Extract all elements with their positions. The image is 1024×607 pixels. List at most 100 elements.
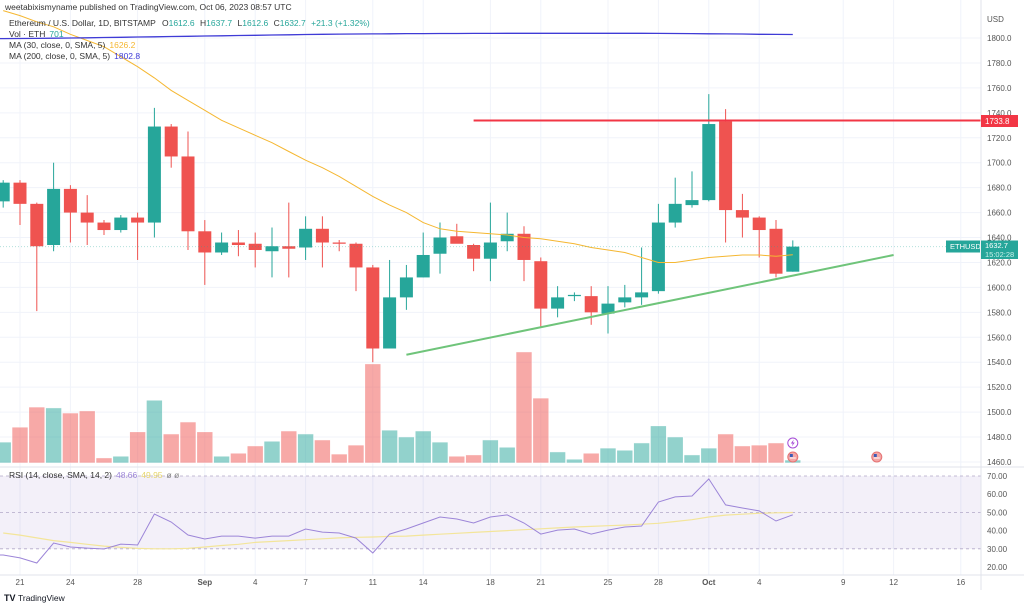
- candle-body: [433, 237, 447, 254]
- candle-body: [131, 217, 145, 223]
- candle: [483, 202, 497, 282]
- volume-bar: [767, 442, 785, 464]
- candle: [517, 226, 531, 282]
- last-price-value: 1632.7: [985, 241, 1008, 250]
- rsi-tick-label: 70.00: [987, 472, 1008, 481]
- rsi-legend[interactable]: RSI (14, close, SMA, 14, 2) 48.66 49.95 ø ø: [9, 470, 179, 480]
- volume-bar: [532, 397, 550, 464]
- candle: [618, 284, 632, 308]
- rsi-pane: [0, 475, 981, 564]
- volume-bar: [213, 455, 230, 464]
- us-flag-icon[interactable]: [871, 451, 883, 463]
- candle-body: [651, 222, 665, 292]
- candle-body: [702, 124, 716, 201]
- price-tick-label: 1760.0: [987, 84, 1012, 93]
- published-note: weetabixismyname published on TradingVie…: [4, 2, 292, 12]
- candle-body: [769, 228, 783, 274]
- candle-body: [752, 217, 766, 231]
- candle-body: [500, 233, 514, 242]
- rsi-axis[interactable]: 70.00 60.00 50.00 40.00 30.00 20.00: [987, 472, 1008, 572]
- candle-body: [483, 242, 497, 259]
- rsi-band: [0, 476, 981, 549]
- ma-long-legend[interactable]: MA (200, close, 0, SMA, 5) 1802.8: [9, 51, 140, 61]
- candle-body: [147, 126, 161, 223]
- price-tick-label: 1740.0: [987, 109, 1012, 118]
- volume-bar: [566, 458, 583, 464]
- close-value: 1632.7: [280, 18, 306, 28]
- events[interactable]: [787, 437, 883, 463]
- time-tick-label: 4: [757, 578, 762, 587]
- candle-body: [181, 156, 195, 232]
- price-tick-label: 1580.0: [987, 308, 1012, 317]
- candle-body: [399, 277, 413, 298]
- candle: [534, 257, 548, 328]
- price-tick-label: 1560.0: [987, 333, 1012, 342]
- candle: [114, 215, 128, 233]
- candle-body: [63, 188, 77, 213]
- candle-body: [467, 245, 481, 259]
- candle-body: [567, 294, 581, 297]
- lightning-icon[interactable]: [787, 437, 799, 449]
- ma-short-legend[interactable]: MA (30, close, 0, SMA, 5) 1626.2: [9, 40, 136, 50]
- price-tick-label: 1720.0: [987, 134, 1012, 143]
- candle: [349, 242, 363, 292]
- rsi-tick-label: 50.00: [987, 508, 1008, 517]
- price-tick-label: 1520.0: [987, 383, 1012, 392]
- candle-body: [366, 267, 380, 349]
- ma-short-line: [3, 10, 793, 263]
- volume-legend[interactable]: Vol · ETH 701: [9, 29, 64, 39]
- volume-bar: [347, 444, 365, 464]
- ma-long-value: 1802.8: [114, 51, 140, 61]
- volume-bar: [498, 446, 516, 464]
- candle-body: [450, 236, 464, 244]
- volume-bar: [549, 451, 566, 464]
- us-flag-icon[interactable]: [787, 451, 799, 463]
- candle-body: [668, 203, 682, 223]
- candle: [366, 264, 380, 363]
- open-value: 1612.6: [169, 18, 195, 28]
- volume-bar: [62, 412, 79, 464]
- ma-long-label: MA (200, close, 0, SMA, 5): [9, 51, 110, 61]
- time-axis[interactable]: 21 24 28 Sep 4 7 11 14 18 21 25 28 Oct 4 9 12 16: [16, 578, 966, 587]
- candle: [685, 171, 699, 208]
- time-tick-label: 25: [604, 578, 613, 587]
- currency-label: USD: [987, 15, 1004, 24]
- volume-bar: [633, 442, 650, 464]
- candle: [500, 212, 514, 252]
- volume-bar: [734, 445, 751, 464]
- symbol-legend[interactable]: Ethereum / U.S. Dollar, 1D, BITSTAMP O16…: [9, 18, 370, 28]
- time-tick-label: 14: [419, 578, 428, 587]
- candle: [752, 216, 766, 258]
- candle: [181, 131, 195, 250]
- tradingview-logo[interactable]: TV TradingView: [4, 593, 66, 603]
- volume-label: Vol · ETH: [9, 29, 45, 39]
- volume-bar: [28, 406, 46, 464]
- volume-value: 701: [49, 29, 63, 39]
- volume-bar: [414, 430, 432, 464]
- volume-bar: [0, 441, 12, 464]
- volume-bar: [78, 410, 96, 464]
- candle-body: [685, 200, 699, 206]
- flag-canton: [789, 454, 793, 457]
- candle: [702, 94, 716, 202]
- volume-bar: [398, 436, 415, 464]
- candle-body: [0, 182, 10, 202]
- candle: [231, 230, 245, 257]
- time-tick-label: 7: [303, 578, 308, 587]
- candle: [769, 220, 783, 278]
- candle: [282, 202, 296, 278]
- volume-bar: [129, 431, 146, 464]
- volume-bar: [750, 444, 768, 464]
- price-axis[interactable]: 1800.0 1780.0 1760.0 1740.0 1720.0 1700.0 1680…: [987, 34, 1012, 467]
- volume-bar: [515, 351, 533, 464]
- volume-bar: [683, 454, 701, 464]
- volume-bar: [314, 439, 331, 464]
- candle: [215, 232, 229, 255]
- candle-body: [517, 233, 531, 260]
- indicator-lines: [0, 10, 981, 356]
- candle-body: [315, 228, 329, 243]
- time-tick-label: 21: [536, 578, 545, 587]
- rsi-value: 48.66: [116, 470, 138, 480]
- candle-body: [735, 210, 749, 218]
